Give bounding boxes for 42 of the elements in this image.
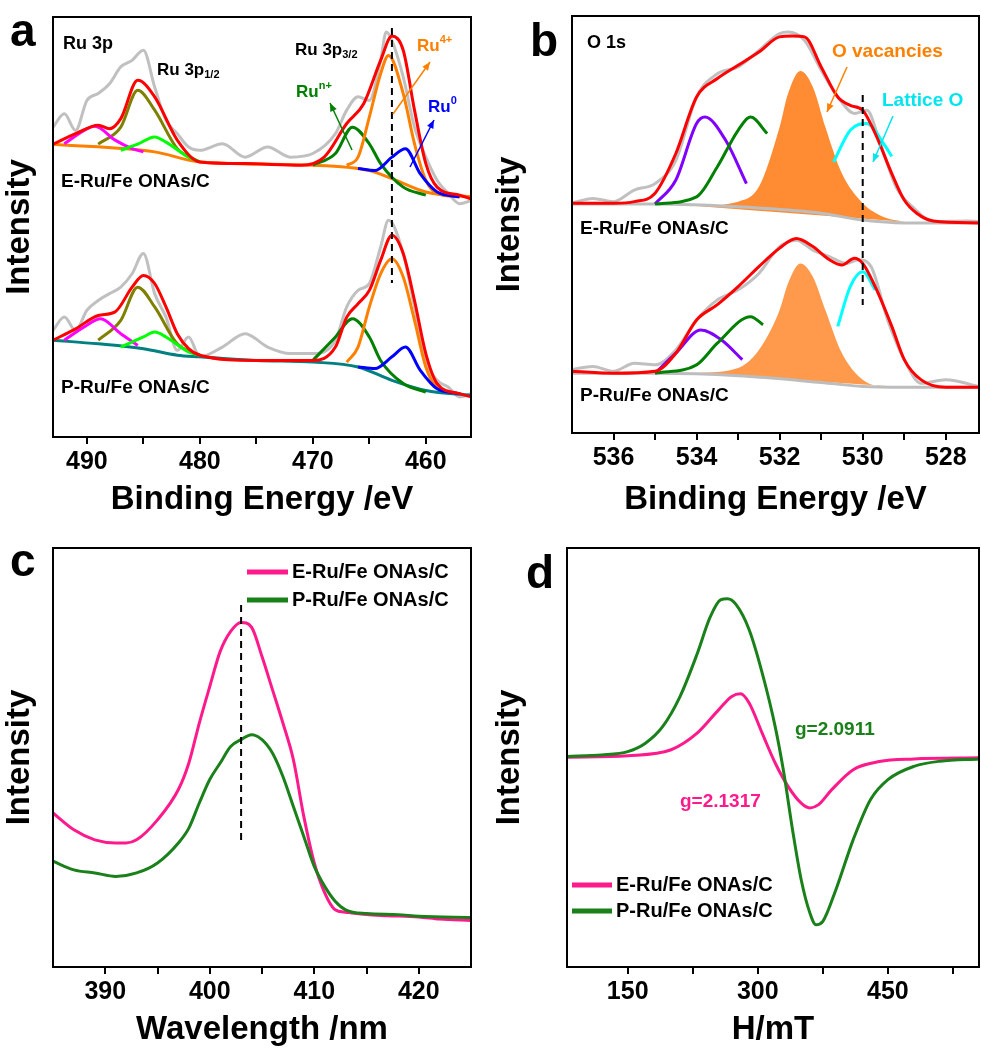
annotation: E-Ru/Fe ONAs/C — [61, 170, 211, 192]
x-axis-title: Binding Energy /eV — [624, 479, 927, 517]
text: b — [530, 13, 559, 66]
x-tick-label: 528 — [924, 441, 967, 470]
text: d — [526, 545, 555, 598]
x-axis-title: Wavelength /nm — [136, 1009, 388, 1047]
x-axis-title: Binding Energy /eV — [110, 479, 414, 517]
x-tick-label: 470 — [291, 445, 334, 474]
x-tick-label: 532 — [758, 441, 801, 470]
y-axis-title: Intensity — [0, 689, 36, 826]
legend-label: E-Ru/Fe ONAs/C — [616, 872, 773, 895]
x-tick-label: 300 — [736, 975, 779, 1004]
x-tick-label: 480 — [179, 445, 221, 474]
y-axis-title: Intensity — [0, 158, 36, 295]
x-tick-label: 450 — [867, 975, 909, 1004]
annotation: g=2.1317 — [680, 790, 761, 812]
x-tick-label: 390 — [84, 975, 127, 1004]
x-tick-label: 410 — [293, 975, 336, 1004]
x-tick-label: 420 — [397, 975, 440, 1004]
annotation: Ru 3p — [63, 32, 114, 53]
annotation: g=2.0911 — [795, 718, 876, 740]
text: a — [10, 3, 36, 56]
legend-label: E-Ru/Fe ONAs/C — [292, 559, 449, 582]
annotation: P-Ru/Fe ONAs/C — [580, 384, 730, 406]
x-tick-label: 536 — [592, 441, 635, 470]
y-axis-title: Intensity — [488, 689, 526, 826]
legend-label: P-Ru/Fe ONAs/C — [292, 587, 449, 610]
annotation: Lattice O — [882, 89, 964, 111]
y-axis-title: Intensity — [488, 156, 526, 293]
annotation: E-Ru/Fe ONAs/C — [580, 217, 730, 239]
x-tick-label: 530 — [841, 441, 884, 470]
text: c — [10, 533, 36, 586]
legend-label: P-Ru/Fe ONAs/C — [616, 898, 773, 921]
x-tick-label: 490 — [66, 445, 108, 474]
x-tick-label: 400 — [188, 975, 231, 1004]
annotation: O vacancies — [832, 40, 943, 62]
x-tick-label: 534 — [675, 441, 718, 470]
x-tick-label: 150 — [606, 975, 649, 1004]
annotation: O 1s — [587, 31, 627, 52]
x-tick-label: 460 — [404, 445, 447, 474]
x-axis-title: H/mT — [731, 1009, 815, 1047]
annotation: P-Ru/Fe ONAs/C — [61, 376, 211, 398]
